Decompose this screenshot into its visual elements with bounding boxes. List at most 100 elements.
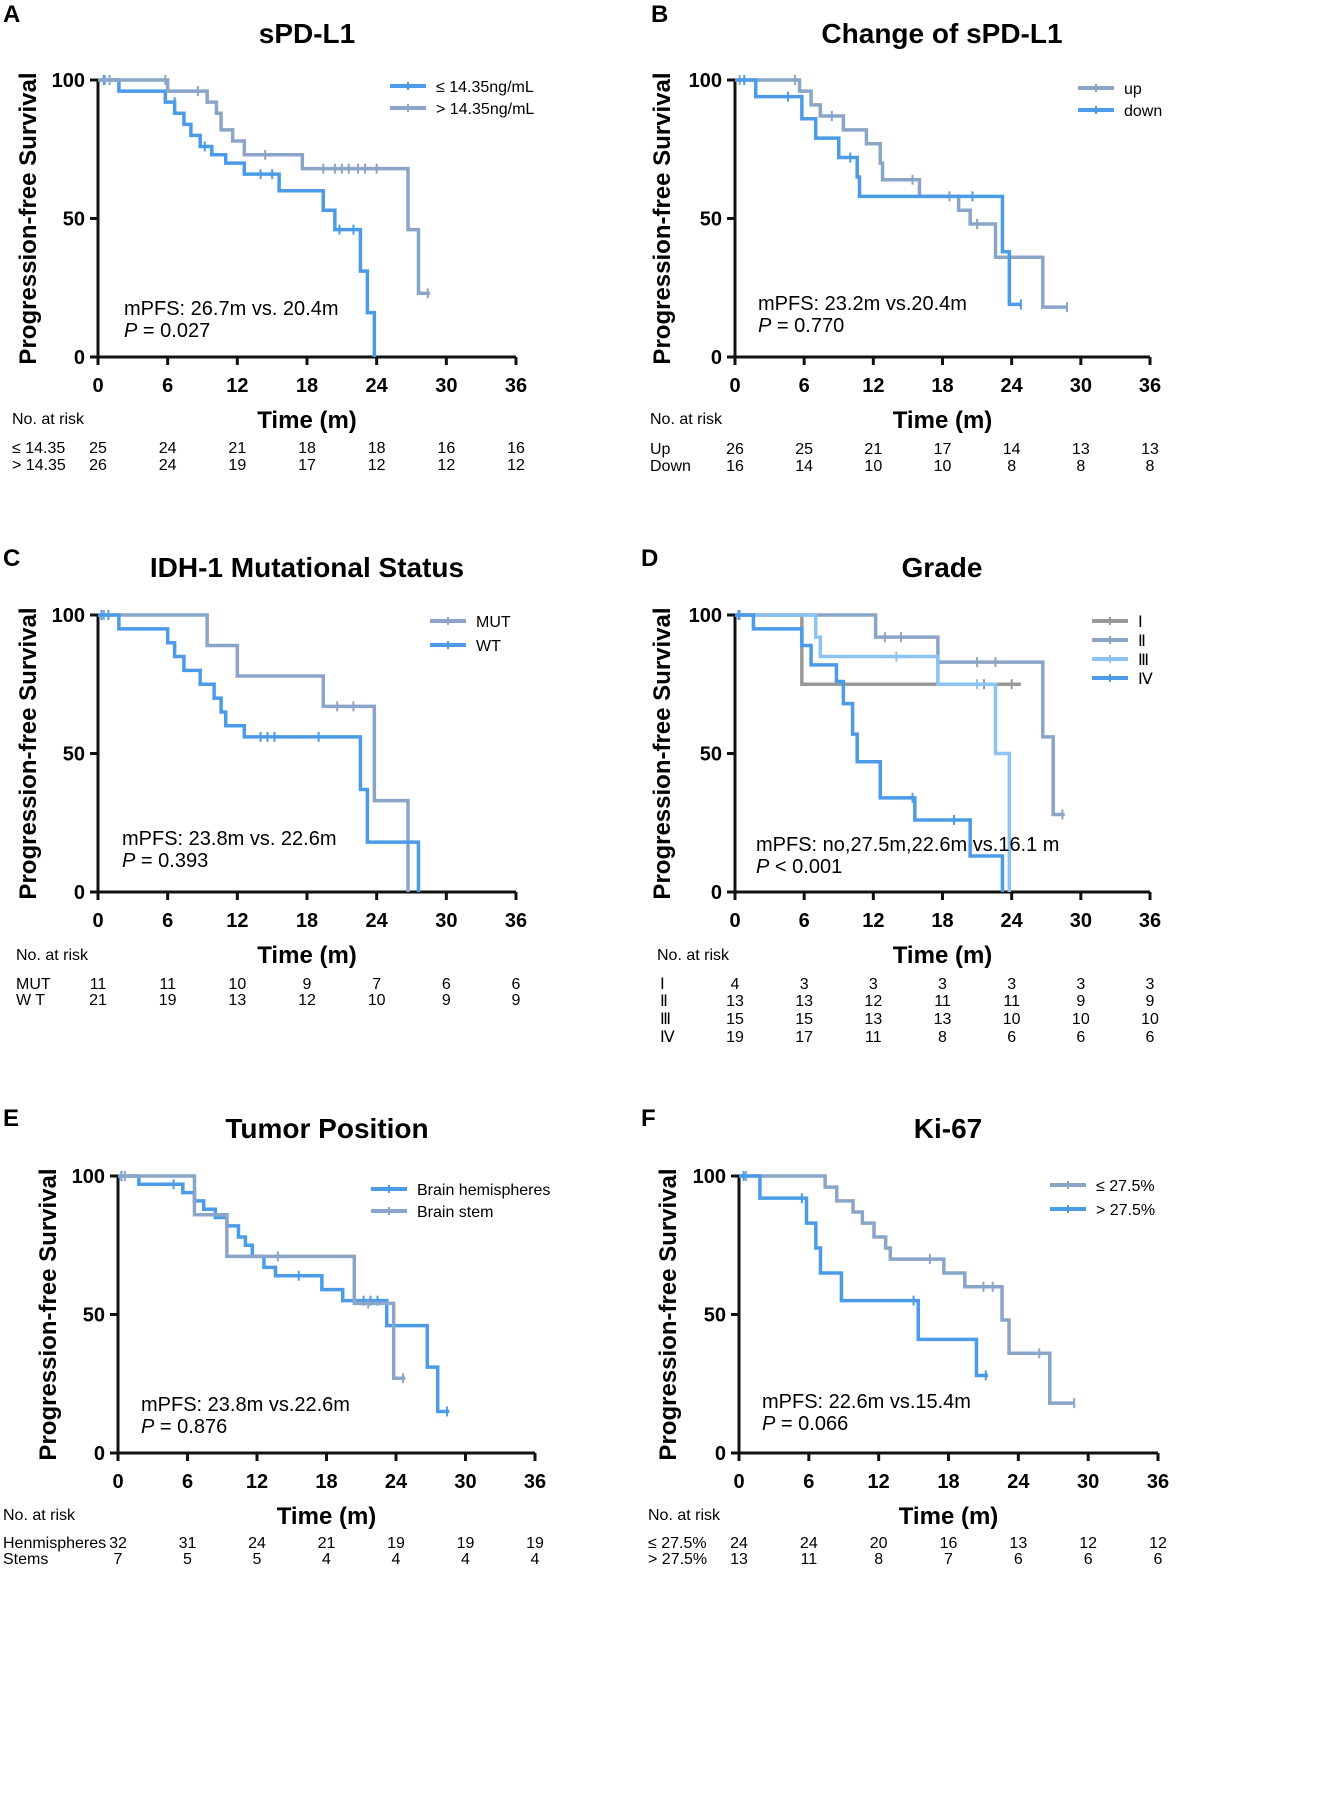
km-curve xyxy=(118,1174,406,1380)
x-tick-label: 12 xyxy=(226,375,248,397)
y-tick-label: 0 xyxy=(94,1443,105,1465)
km-curve xyxy=(739,1174,989,1378)
legend-label: WT xyxy=(476,638,501,655)
legend-label: ≤ 14.35ng/mL xyxy=(436,79,534,96)
risk-count: 26 xyxy=(726,441,744,458)
legend-label: Ⅱ xyxy=(1138,633,1146,650)
x-tick-label: 24 xyxy=(1007,1471,1030,1493)
mpfs-annotation: mPFS: 22.6m vs.15.4m xyxy=(762,1391,971,1413)
risk-count: 8 xyxy=(938,1029,947,1046)
risk-count: 21 xyxy=(864,441,882,458)
x-axis-label: Time (m) xyxy=(257,942,357,969)
risk-count: 8 xyxy=(874,1551,883,1568)
y-tick-label: 50 xyxy=(700,744,722,766)
risk-count: 10 xyxy=(1072,1011,1090,1028)
risk-table-header: No. at risk xyxy=(12,411,85,428)
risk-count: 15 xyxy=(726,1011,744,1028)
y-tick-label: 100 xyxy=(693,1166,726,1188)
p-value: = 0.066 xyxy=(775,1413,848,1435)
x-tick-label: 36 xyxy=(1139,910,1161,932)
x-axis-label: Time (m) xyxy=(893,407,993,434)
p-symbol: P xyxy=(122,850,136,872)
risk-row-label: > 27.5% xyxy=(648,1551,707,1568)
risk-count: 19 xyxy=(726,1029,744,1046)
chart-title: Tumor Position xyxy=(225,1113,428,1144)
legend-label: > 27.5% xyxy=(1096,1202,1155,1219)
p-value-annotation: P = 0.876 xyxy=(141,1416,227,1438)
y-tick-label: 100 xyxy=(72,1166,105,1188)
x-tick-label: 36 xyxy=(505,375,527,397)
p-value-annotation: P = 0.393 xyxy=(122,850,208,872)
legend-label: Ⅲ xyxy=(1138,652,1149,669)
y-tick-label: 50 xyxy=(700,209,722,231)
x-tick-label: 24 xyxy=(366,910,389,932)
risk-count: 4 xyxy=(322,1551,331,1568)
y-tick-label: 50 xyxy=(63,744,85,766)
p-value-annotation: P = 0.066 xyxy=(762,1413,848,1435)
panel-b: B Change of sPD-L1 Progression-free Surviv… xyxy=(649,1,1162,475)
legend-label: > 14.35ng/mL xyxy=(436,101,534,118)
y-axis-label: Progression-free Survival xyxy=(15,72,42,364)
risk-row-label: Up xyxy=(650,441,671,458)
risk-count: 12 xyxy=(507,457,525,474)
panel-c: C IDH-1 Mutational Status Progression-free… xyxy=(3,545,527,1009)
chart-title: Ki-67 xyxy=(914,1113,982,1144)
km-curve xyxy=(735,78,1021,307)
x-tick-label: 18 xyxy=(296,375,318,397)
x-tick-label: 30 xyxy=(1070,910,1092,932)
x-tick-label: 6 xyxy=(182,1471,193,1493)
risk-count: 20 xyxy=(870,1535,888,1552)
legend-label: Brain hemispheres xyxy=(417,1182,550,1199)
risk-count: 16 xyxy=(940,1535,958,1552)
p-value: = 0.770 xyxy=(771,315,844,337)
y-axis-label: Progression-free Survival xyxy=(15,607,42,899)
risk-count: 12 xyxy=(1079,1535,1097,1552)
x-tick-label: 30 xyxy=(1077,1471,1099,1493)
risk-count: 14 xyxy=(1003,441,1021,458)
risk-count: 4 xyxy=(461,1551,470,1568)
risk-count: 9 xyxy=(1146,993,1155,1010)
risk-count: 21 xyxy=(318,1535,336,1552)
risk-count: 17 xyxy=(934,441,952,458)
x-axis-label: Time (m) xyxy=(899,1503,999,1530)
risk-count: 17 xyxy=(795,1029,813,1046)
x-tick-label: 30 xyxy=(435,910,457,932)
p-value: = 0.027 xyxy=(137,320,210,342)
risk-count: 10 xyxy=(934,458,952,475)
km-curve xyxy=(735,613,1005,892)
risk-count: 11 xyxy=(801,1551,818,1568)
risk-count: 9 xyxy=(512,992,521,1009)
chart-title: Change of sPD-L1 xyxy=(821,18,1062,49)
x-tick-label: 18 xyxy=(315,1471,337,1493)
x-tick-label: 6 xyxy=(803,1471,814,1493)
p-symbol: P xyxy=(758,315,772,337)
legend-label: down xyxy=(1124,103,1162,120)
risk-count: 21 xyxy=(89,992,107,1009)
panel-label: D xyxy=(641,545,658,572)
mpfs-annotation: mPFS: 23.8m vs. 22.6m xyxy=(122,828,337,850)
x-tick-label: 6 xyxy=(162,910,173,932)
risk-count: 19 xyxy=(526,1535,544,1552)
km-curve xyxy=(735,613,1065,817)
risk-count: 11 xyxy=(934,993,951,1010)
risk-count: 10 xyxy=(368,992,386,1009)
risk-count: 11 xyxy=(90,976,107,993)
x-tick-label: 36 xyxy=(524,1471,546,1493)
y-tick-label: 50 xyxy=(63,209,85,231)
km-curve xyxy=(98,613,421,892)
x-tick-label: 6 xyxy=(799,375,810,397)
risk-count: 24 xyxy=(159,457,177,474)
risk-count: 3 xyxy=(800,976,809,993)
x-tick-label: 18 xyxy=(296,910,318,932)
y-tick-label: 50 xyxy=(704,1305,726,1327)
risk-count: 6 xyxy=(442,976,451,993)
risk-row-label: Down xyxy=(650,458,691,475)
risk-count: 6 xyxy=(1146,1029,1155,1046)
risk-row-label: MUT xyxy=(16,976,51,993)
risk-count: 13 xyxy=(1009,1535,1027,1552)
x-tick-label: 6 xyxy=(162,375,173,397)
y-tick-label: 50 xyxy=(83,1305,105,1327)
risk-row-label: > 14.35 xyxy=(12,457,66,474)
y-tick-label: 100 xyxy=(52,605,85,627)
series-0 xyxy=(739,1171,1076,1409)
